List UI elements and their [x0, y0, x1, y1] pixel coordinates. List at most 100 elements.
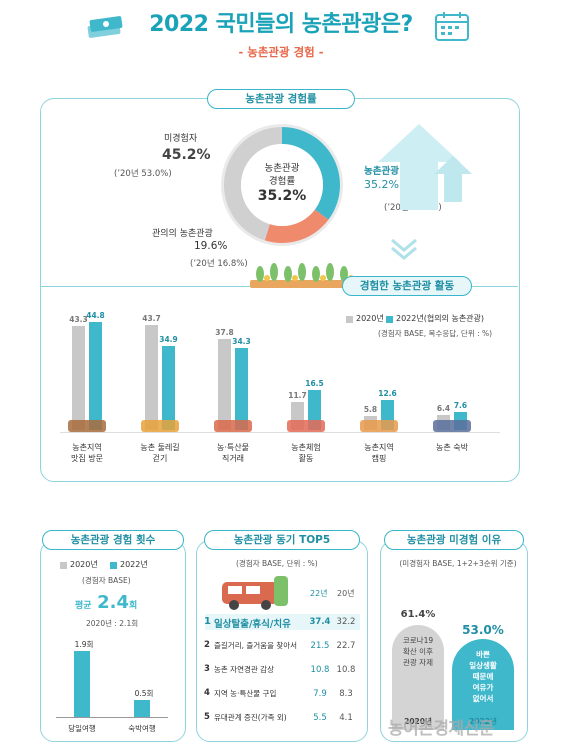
- reasons-chart: 61.4% 코로나19 확산 이후 관광 자제 2020년 53.0% 바쁜 일상생활 때문에 여…: [380, 580, 526, 740]
- motivation-row-highlight: [205, 614, 360, 630]
- motivation-value-2020: 8.3: [339, 689, 353, 699]
- motivation-value-2022: 5.5: [313, 713, 327, 723]
- activity-bar-2022: [89, 322, 102, 430]
- reasons-text: 확산 이후: [403, 647, 433, 656]
- activity-baseline: [60, 432, 500, 433]
- reasons-value: 61.4%: [400, 609, 436, 620]
- activity-value-label: 37.8: [215, 328, 234, 338]
- motivation-value-2022: 37.4: [309, 617, 331, 627]
- watermark: 농어촌경제신문: [388, 719, 494, 739]
- interest-prev: (’20년 16.8%): [190, 259, 248, 269]
- visits-value-label: 0.5회: [134, 688, 154, 698]
- interest-value: 19.6%: [194, 240, 228, 252]
- activity-value-label: 11.7: [288, 390, 307, 400]
- section-pill-experience-rate: 농촌관광 경험률: [207, 89, 355, 109]
- donut-center-value: 35.2%: [257, 188, 307, 204]
- motivation-label: 지역 농·특산물 구입: [214, 689, 277, 698]
- motivation-label: 일상탈출/휴식/치유: [214, 619, 291, 630]
- activities-bar-chart: 43.3 44.8 농촌지역 맛집 방문 43.7 34.9 농촌 둘레길 걷기 37.8 34.…: [60, 300, 500, 475]
- legend-2022-swatch: [386, 316, 393, 323]
- activity-illustration: [433, 420, 471, 432]
- activity-category-label: 농촌지역: [72, 443, 102, 452]
- section-pill-activities: 경험한 농촌관광 활동: [342, 276, 472, 296]
- activity-category-label: 농촌지역: [364, 443, 394, 452]
- reasons-text: 일상생활: [469, 661, 497, 671]
- col-2020-header: 20년: [337, 589, 355, 598]
- motivation-value-2022: 7.9: [313, 689, 327, 699]
- motivation-value-2022: 10.8: [310, 665, 330, 675]
- legend-2020-label: 2020년: [356, 314, 384, 323]
- legend-2020-swatch: [346, 316, 353, 323]
- visits-legend-2020-swatch: [60, 562, 67, 569]
- activity-value-label: 34.3: [232, 336, 251, 346]
- activity-category-label-line2: 직거래: [221, 454, 245, 463]
- donut-center-label-2: 경험률: [268, 176, 296, 187]
- activity-bar-2022: [162, 346, 175, 430]
- experience-donut-chart: [221, 124, 343, 246]
- motivation-rank: 1: [204, 616, 211, 627]
- motivation-rank: 5: [204, 712, 210, 722]
- motivation-rank: 2: [204, 640, 210, 650]
- activity-bar-2020: [145, 325, 158, 430]
- motivation-value-2020: 32.2: [336, 617, 356, 627]
- visits-prev: 2020년 : 2.1회: [86, 619, 139, 628]
- motivation-table: 1 일상탈출/휴식/치유 37.4 32.2 2 즐길거리, 즐거움을 찾아서 21.5 22…: [200, 606, 365, 736]
- motivation-label: 즐길거리, 즐거움을 찾아서: [214, 641, 298, 650]
- activity-illustration: [141, 420, 179, 432]
- activity-category-label-line2: 맛집 방문: [71, 454, 103, 463]
- reasons-text: 여유가: [472, 683, 494, 693]
- page-title: 2022 국민들의 농촌관광은?: [149, 12, 413, 37]
- reasons-text: 바쁜: [476, 650, 490, 660]
- activity-bar-2020: [218, 339, 231, 430]
- motivation-value-2020: 22.7: [336, 641, 356, 651]
- activity-value-label: 16.5: [305, 379, 324, 389]
- donut-slice-interest: [264, 209, 329, 243]
- activity-category-label: 농·특산물: [217, 443, 249, 452]
- activity-category-label: 농촌체험: [291, 443, 321, 452]
- section-pill-reasons: 농촌관광 미경험 이유: [384, 530, 524, 550]
- activity-bar-2020: [72, 326, 85, 430]
- motivation-value-2022: 21.5: [310, 641, 330, 651]
- motivation-label: 유대관계 증진(가족 외): [214, 713, 287, 722]
- motivation-note: (경험자 BASE, 단위 : %): [236, 559, 318, 568]
- motivation-rank: 3: [204, 664, 210, 674]
- visits-average: 평균 2.4회: [75, 592, 137, 613]
- experience-label: 농촌관광 경험: [364, 166, 420, 177]
- col-2022-header: 22년: [310, 589, 328, 598]
- activity-category-label-line2: 활동: [298, 454, 314, 463]
- section-pill-motivation: 농촌관광 동기 TOP5: [204, 530, 360, 550]
- reasons-bar-2022: [452, 639, 514, 730]
- visits-legend-2022: 2022년: [120, 560, 148, 569]
- activities-note: (경험자 BASE, 복수응답, 단위 : %): [378, 329, 493, 338]
- reasons-value: 53.0%: [462, 623, 504, 638]
- visits-average-label: 평균: [75, 601, 92, 611]
- section-pill-visits: 농촌관광 경험 횟수: [42, 530, 184, 550]
- non-experience-label: 미경험자: [164, 134, 198, 144]
- activity-illustration: [360, 420, 398, 432]
- legend-2022-label: 2022년(협의의 농촌관광): [396, 314, 485, 323]
- experience-value: 35.2%: [364, 178, 399, 191]
- visits-bar-2022: [134, 699, 150, 717]
- money-stack-icon: [84, 10, 126, 40]
- reasons-text: 코로나19: [402, 636, 434, 645]
- non-experience-value: 45.2%: [162, 147, 211, 163]
- visits-bar-chart: 1.9회 당일여행 0.5회 숙박여행: [52, 632, 172, 737]
- activity-value-label: 6.4: [436, 403, 451, 413]
- visits-value-label: 1.9회: [74, 639, 94, 649]
- interest-label: 관의의 농촌관광: [152, 229, 213, 239]
- motivation-value-2020: 4.1: [339, 713, 353, 723]
- activity-category-label: 농촌 숙박: [436, 443, 468, 452]
- activity-illustration: [287, 420, 325, 432]
- calendar-icon: [434, 10, 470, 42]
- visits-note: (경험자 BASE): [82, 576, 131, 585]
- activity-illustration: [68, 420, 106, 432]
- visits-category-label: 숙박여행: [128, 724, 156, 733]
- activity-category-label-line2: 캠핑: [371, 454, 387, 463]
- motivation-rank: 4: [204, 688, 210, 698]
- reasons-note: (미경험자 BASE, 1+2+3순위 기준): [399, 559, 517, 568]
- activity-value-label: 43.3: [69, 315, 88, 325]
- reasons-text: 없어서: [472, 694, 494, 704]
- activity-value-label: 34.9: [159, 335, 178, 345]
- activity-value-label: 44.8: [86, 311, 105, 321]
- visits-baseline: [56, 717, 168, 718]
